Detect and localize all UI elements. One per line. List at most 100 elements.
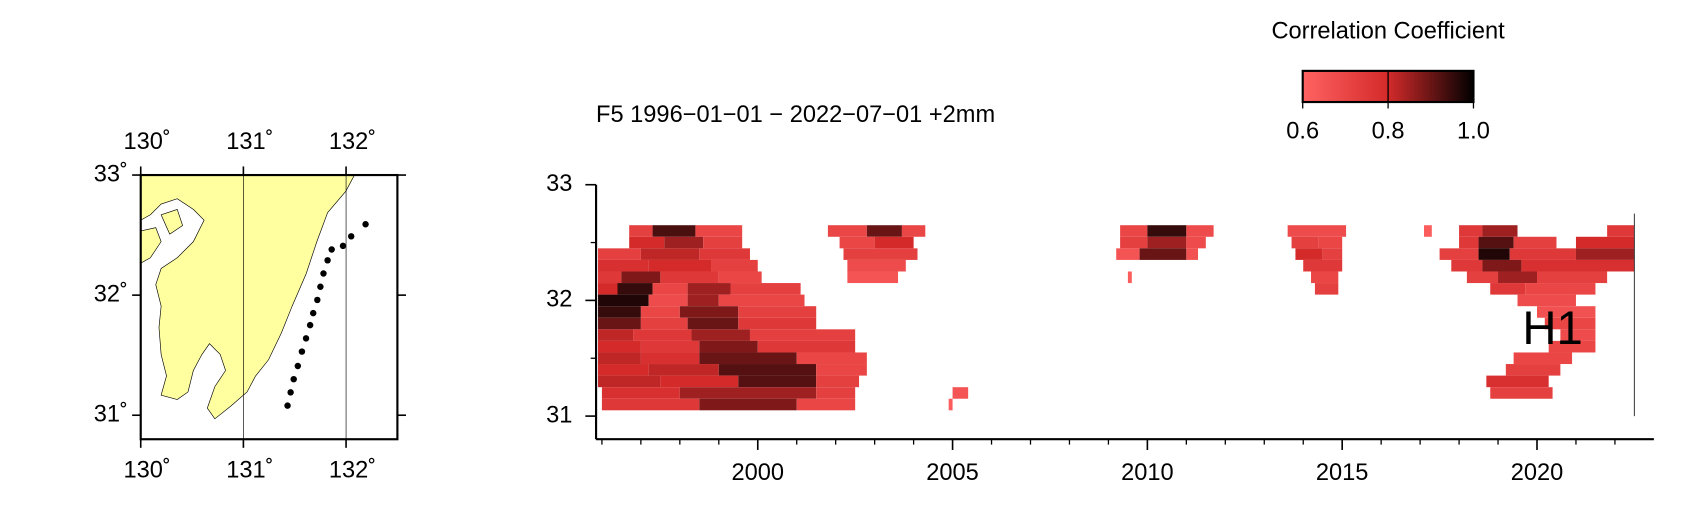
heat-cell: [1575, 236, 1635, 249]
heat-cell: [598, 375, 661, 388]
heat-cell: [1498, 271, 1537, 284]
heat-cell: [598, 364, 649, 376]
heat-cell: [1322, 248, 1343, 260]
heat-cell: [874, 236, 914, 249]
heat-cell: [1478, 248, 1510, 260]
heat-cell: [1513, 236, 1557, 249]
x-tick-label: 2015: [1316, 460, 1369, 486]
heat-cell: [640, 352, 700, 365]
heat-cell: [1490, 283, 1526, 295]
station-point: [302, 335, 310, 342]
heat-cell: [703, 236, 743, 249]
station-point: [317, 283, 324, 290]
heat-cell: [711, 259, 758, 272]
x-tick-label: 132˚: [329, 458, 376, 484]
heat-cell: [1147, 236, 1187, 249]
heat-cell: [1536, 306, 1596, 318]
heat-cell: [1536, 271, 1608, 284]
heat-cell: [1291, 236, 1319, 249]
heat-cell: [633, 329, 692, 341]
heat-cell: [1478, 236, 1514, 249]
station-point: [314, 296, 321, 304]
heat-cell: [1318, 236, 1343, 249]
heat-cell: [1303, 259, 1343, 272]
heat-cell: [952, 387, 969, 399]
x-tick-label: 2010: [1121, 460, 1174, 486]
heat-cell: [1459, 225, 1483, 237]
heat-cell: [1607, 225, 1635, 237]
heat-cell: [687, 283, 731, 295]
heat-cell: [1525, 283, 1596, 295]
heat-cell: [648, 294, 688, 307]
heat-cell: [1459, 236, 1479, 249]
heat-cell: [1116, 248, 1140, 260]
heat-cell: [640, 306, 680, 318]
heat-cell: [699, 352, 797, 365]
x-tick-label: 131˚: [226, 458, 273, 484]
heat-cell: [640, 317, 688, 330]
heat-cell: [598, 352, 641, 365]
y-tick-label: 31˚: [94, 401, 128, 427]
heat-cell: [847, 259, 906, 272]
station-point: [294, 362, 302, 370]
heat-cell: [1544, 317, 1596, 330]
heat-cell: [1139, 248, 1187, 260]
station-point: [324, 257, 331, 264]
heat-cell: [1120, 236, 1148, 249]
station-point: [309, 309, 317, 317]
heat-cell: [1482, 259, 1522, 272]
heat-cell: [1575, 248, 1635, 260]
x-tick-label: 2000: [731, 460, 784, 486]
heat-cell: [598, 340, 641, 353]
heat-cell: [687, 317, 739, 330]
station-point: [339, 242, 347, 250]
colorbar-tick-label: 0.6: [1286, 118, 1319, 144]
heat-cell: [1490, 387, 1553, 399]
y-tick-label: 32˚: [94, 281, 128, 307]
heat-cell: [1120, 225, 1148, 237]
heat-cell: [796, 398, 856, 411]
heat-cell: [738, 375, 817, 388]
heat-cell: [816, 364, 867, 376]
heat-cell: [1505, 364, 1561, 376]
heat-cell: [1439, 248, 1479, 260]
x-tick-label: 130˚: [124, 458, 171, 484]
heat-cell: [679, 387, 817, 399]
heat-cell: [847, 271, 899, 284]
y-tick-label: 32: [546, 287, 572, 313]
heat-cell: [660, 271, 719, 284]
heat-cell: [839, 236, 875, 249]
heat-cell: [598, 306, 641, 318]
heat-cell: [1517, 294, 1576, 307]
plot-title: F5 1996−01−01 − 2022−07−01 +2mm: [596, 102, 995, 128]
heat-cell: [601, 398, 700, 411]
heat-cell: [679, 306, 739, 318]
heat-cell: [699, 340, 758, 353]
heat-cell: [1482, 225, 1518, 237]
heat-cell: [601, 387, 680, 399]
heat-cell: [1311, 271, 1339, 284]
heat-cell: [816, 387, 856, 399]
heat-cell: [1424, 225, 1432, 237]
heat-cell: [598, 271, 622, 284]
heat-cell: [598, 248, 641, 260]
x-tick-label: 132˚: [329, 129, 376, 155]
heat-cell: [695, 225, 743, 237]
x-tick-label: 131˚: [226, 129, 273, 155]
heat-cell: [1186, 248, 1199, 260]
heat-cell: [660, 375, 739, 388]
heat-cell: [1509, 248, 1576, 260]
heat-cell: [1186, 225, 1214, 237]
heat-cell: [1486, 375, 1549, 388]
coastline: [140, 175, 355, 420]
heat-cell: [629, 236, 665, 249]
x-tick-label: 130˚: [124, 129, 171, 155]
heat-cell: [1295, 248, 1323, 260]
y-tick-label: 33: [546, 171, 572, 197]
heat-cell: [1513, 352, 1573, 365]
heat-cell: [648, 259, 712, 272]
map-land: [140, 175, 355, 420]
heat-cell: [629, 225, 653, 237]
heat-cell: [1548, 340, 1596, 353]
